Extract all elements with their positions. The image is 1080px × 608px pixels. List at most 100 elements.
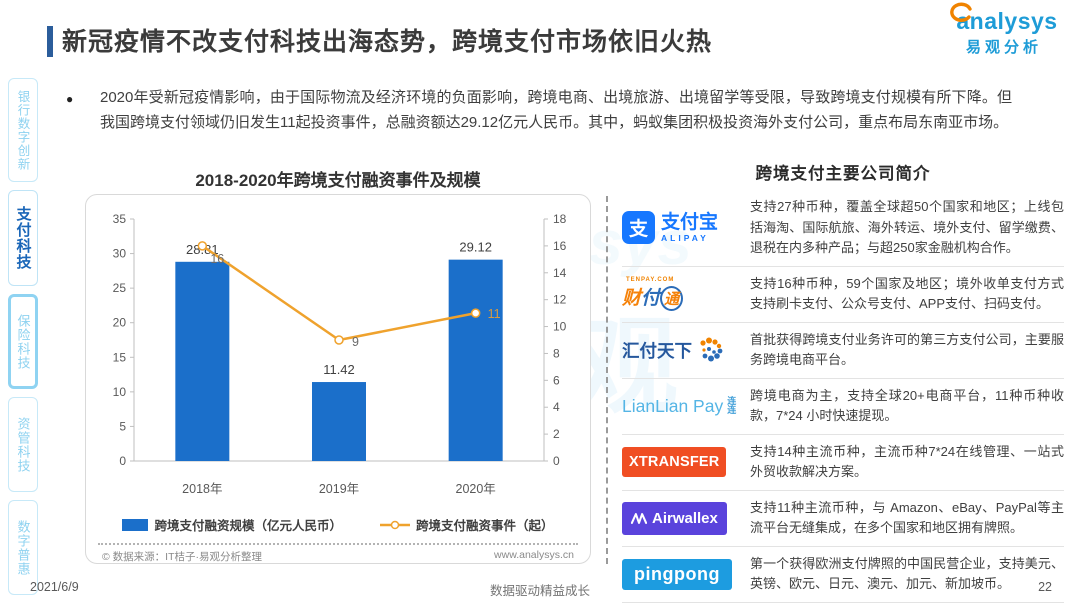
company-row-airwallex: Airwallex 支持11种主流币种，与 Amazon、eBay、PayPal等… — [622, 491, 1064, 547]
companies-panel: 跨境支付主要公司简介 支支付宝 ALIPAY 支持27种币种，覆盖全球超50个国家和… — [622, 160, 1064, 603]
svg-text:2: 2 — [553, 427, 560, 441]
title-accent-bar — [47, 26, 53, 57]
company-row-lianlian: LianLian Pay 连连 跨境电商为主，支持全球20+电商平台，11种币种收款… — [622, 379, 1064, 435]
section-divider — [606, 196, 608, 564]
analysys-swirl-icon — [950, 2, 973, 22]
company-logo-cell: XTRANSFER — [622, 447, 742, 478]
analysys-logo: analysys 易观分析 — [938, 2, 1070, 57]
huifu-name: 汇付天下 — [622, 340, 692, 361]
svg-text:0: 0 — [553, 454, 560, 468]
company-row-huifu: 汇付天下 首批获得跨境支付业务许可的第三方支付公司，主要服务跨境电商平台。 — [622, 323, 1064, 379]
sidebar-tab-5[interactable]: 数字普惠 — [8, 500, 38, 595]
company-logo-cell: Airwallex — [622, 501, 742, 535]
lianlian-name: LianLian Pay — [622, 395, 724, 416]
svg-text:8: 8 — [553, 346, 560, 360]
company-description: 支持16种币种，59个国家及地区；境外收单支付方式支持刷卡支付、公众号支付、AP… — [750, 275, 1064, 312]
svg-text:35: 35 — [113, 212, 127, 226]
sidebar-tab-4[interactable]: 资管科技 — [8, 397, 38, 492]
huifu-logo: 汇付天下 — [622, 337, 723, 363]
huifu-swirl-icon — [700, 337, 723, 362]
xtransfer-logo: XTRANSFER — [622, 447, 727, 478]
pingpong-logo: pingpong — [622, 558, 732, 590]
svg-text:6: 6 — [553, 373, 560, 387]
footer-date: 2021/6/9 — [30, 580, 79, 594]
sidebar-tab-1[interactable]: 银行数字创新 — [8, 78, 38, 182]
company-description: 支持11种主流币种，与 Amazon、eBay、PayPal等主流平台无缝集成，… — [750, 499, 1064, 536]
alipay-text: 支付宝 ALIPAY — [661, 211, 719, 243]
alipay-name-en: ALIPAY — [661, 232, 709, 243]
analysys-url[interactable]: www.analysys.cn — [494, 549, 574, 561]
company-row-pingpong: pingpong 第一个获得欧洲支付牌照的中国民营企业，支持美元、英镑、欧元、日元… — [622, 547, 1064, 603]
company-description: 支持27种币种，覆盖全球超50个国家和地区；上线包括海淘、国际航旅、海外转运、境… — [750, 199, 1064, 256]
company-list: 支支付宝 ALIPAY 支持27种币种，覆盖全球超50个国家和地区；上线包括海淘、国… — [622, 190, 1064, 603]
companies-title: 跨境支付主要公司简介 — [755, 165, 931, 183]
company-description: 支持14种主流币种，主流币种7*24在线管理、一站式外贸收款解决方案。 — [750, 443, 1064, 480]
svg-text:10: 10 — [113, 385, 127, 399]
company-logo-cell: pingpong — [622, 558, 742, 590]
svg-text:4: 4 — [553, 400, 560, 414]
svg-text:18: 18 — [553, 212, 567, 226]
svg-text:10: 10 — [553, 320, 567, 334]
legend-line-swatch — [380, 520, 410, 529]
company-description: 跨境电商为主，支持全球20+电商平台，11种币种收款，7*24 小时快速提现。 — [750, 387, 1064, 424]
analysys-logo-wordmark: analysys — [950, 2, 1058, 35]
company-logo-cell: 汇付天下 — [622, 337, 742, 363]
svg-text:5: 5 — [119, 419, 126, 433]
analysys-logo-en: analysys — [956, 8, 1058, 34]
svg-text:25: 25 — [113, 281, 127, 295]
page-title: 新冠疫情不改支付科技出海态势，跨境支付市场依旧火热 — [62, 28, 713, 56]
airwallex-name: Airwallex — [652, 509, 718, 527]
source-row: © 数据来源：IT桔子·易观分析整理 www.analysys.cn — [102, 549, 574, 564]
legend-label: 跨境支付融资规模（亿元人民币） — [154, 519, 342, 533]
tenpay-char-3: 通 — [660, 286, 684, 312]
company-description: 第一个获得欧洲支付牌照的中国民营企业，支持美元、英镑、欧元、日元、澳元、加元、新… — [750, 555, 1064, 592]
svg-text:0: 0 — [119, 454, 126, 468]
svg-text:14: 14 — [553, 266, 567, 280]
tenpay-char-2: 付 — [641, 288, 661, 310]
svg-text:11.42: 11.42 — [323, 362, 355, 377]
analysys-logo-cn: 易观分析 — [965, 39, 1042, 56]
lianlian-logo: LianLian Pay 连连 — [622, 396, 739, 417]
airwallex-logo: Airwallex — [622, 501, 727, 535]
sidebar-tab-2[interactable]: 支付科技 — [8, 190, 38, 286]
legend-label: 跨境支付融资事件（起） — [416, 519, 554, 533]
bullet-icon: ● — [66, 92, 74, 106]
company-logo-cell: LianLian Pay 连连 — [622, 396, 742, 417]
chart-legend: 跨境支付融资规模（亿元人民币） 跨境支付融资事件（起） — [86, 515, 590, 534]
legend-item-2: 跨境支付融资事件（起） — [380, 515, 554, 534]
company-description: 首批获得跨境支付业务许可的第三方支付公司，主要服务跨境电商平台。 — [750, 331, 1064, 368]
tenpay-logo: TENPAY.COM 财付通 — [622, 277, 684, 312]
svg-text:20: 20 — [113, 316, 127, 330]
legend-bar-swatch — [122, 518, 149, 531]
svg-text:9: 9 — [352, 335, 359, 349]
source-divider — [98, 543, 578, 545]
page-number: 22 — [1038, 580, 1052, 594]
svg-text:2018年: 2018年 — [182, 482, 222, 496]
svg-text:2019年: 2019年 — [319, 482, 359, 496]
chart-canvas: 0510152025303502468101214161828.8111.422… — [113, 212, 567, 496]
company-logo-cell: TENPAY.COM 财付通 — [622, 277, 742, 312]
chart-title: 2018-2020年跨境支付融资事件及规模 — [195, 171, 481, 190]
sidebar-tab-3[interactable]: 保险科技 — [8, 294, 38, 389]
lianlian-suffix: 连连 — [727, 396, 737, 416]
sidebar: 银行数字创新支付科技保险科技资管科技数字普惠 — [8, 78, 38, 595]
company-logo-cell: 支支付宝 ALIPAY — [622, 211, 742, 245]
company-row-alipay: 支支付宝 ALIPAY 支持27种币种，覆盖全球超50个国家和地区；上线包括海淘、国… — [622, 190, 1064, 267]
svg-text:11: 11 — [488, 307, 501, 321]
svg-text:15: 15 — [113, 350, 127, 364]
tenpay-site-text: TENPAY.COM — [626, 277, 675, 284]
alipay-icon: 支 — [622, 211, 655, 245]
svg-text:2020年: 2020年 — [456, 482, 496, 496]
svg-text:29.12: 29.12 — [459, 240, 492, 255]
alipay-name-cn: 支付宝 — [661, 211, 719, 233]
tenpay-char-1: 财 — [622, 288, 642, 310]
svg-text:16: 16 — [553, 239, 567, 253]
alipay-logo: 支支付宝 ALIPAY — [622, 211, 719, 245]
svg-text:30: 30 — [113, 247, 127, 261]
legend-item-1: 跨境支付融资规模（亿元人民币） — [122, 515, 342, 534]
svg-text:16: 16 — [210, 252, 224, 266]
intro-paragraph: 2020年受新冠疫情影响，由于国际物流及经济环境的负面影响，跨境电商、出境旅游、… — [100, 89, 1012, 131]
chart-card: 0510152025303502468101214161828.8111.422… — [85, 194, 591, 564]
data-source-note: © 数据来源：IT桔子·易观分析整理 — [102, 551, 262, 563]
